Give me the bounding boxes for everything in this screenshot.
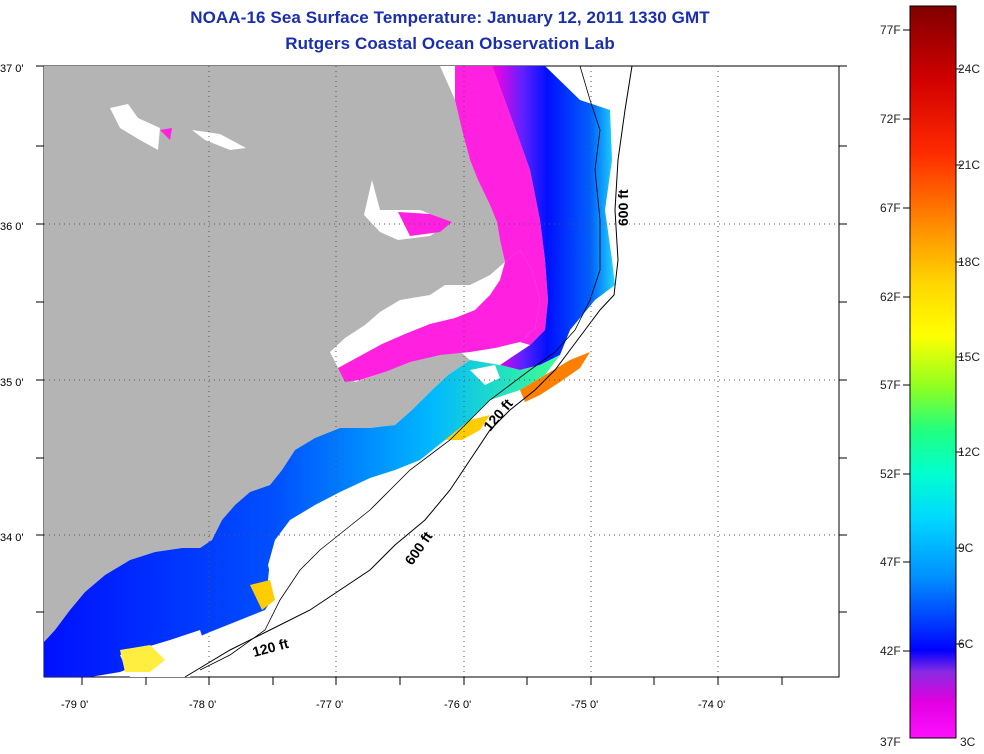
colorbar-label-21c: 21C [958, 158, 980, 172]
colorbar-label-12c: 12C [958, 445, 980, 459]
colorbar-label-37f: 37F [880, 735, 901, 749]
colorbar-label-15c: 15C [958, 350, 980, 364]
colorbar-label-77f: 77F [880, 23, 901, 37]
pamlico-sound-cold-water [338, 250, 540, 382]
colorbar-label-24c: 24C [958, 62, 980, 76]
lat-label-37: 37 0' [0, 63, 24, 75]
colorbar-label-9c: 9C [958, 541, 974, 555]
contour-label-600ft-north: 600 ft [615, 189, 631, 226]
colorbar-label-47f: 47F [880, 555, 901, 569]
colorbar-label-52f: 52F [880, 467, 901, 481]
lon-label-77: -77 0' [316, 699, 343, 711]
colorbar-label-3c: 3C [960, 735, 976, 749]
colorbar-label-72f: 72F [880, 112, 901, 126]
lon-label-76: -76 0' [444, 699, 471, 711]
map-panel: 37 0' 36 0' 35 0' 34 0' -79 0' -78 0' -7… [0, 63, 847, 711]
map-subtitle: Rutgers Coastal Ocean Observation Lab [285, 34, 615, 53]
colorbar-label-62f: 62F [880, 290, 901, 304]
map-title: NOAA-16 Sea Surface Temperature: January… [190, 8, 710, 27]
colorbar-label-18c: 18C [958, 255, 980, 269]
lat-label-35: 35 0' [0, 377, 24, 389]
northern-shelf-cold-water [455, 66, 548, 345]
offshore-cool-water-north [492, 66, 615, 370]
colorbar-label-42f: 42F [880, 644, 901, 658]
lon-label-74: -74 0' [698, 699, 725, 711]
southern-shelf-water [44, 355, 560, 677]
temperature-colorbar: 77F 72F 67F 62F 57F 52F 47F 42F 37F 24C … [880, 5, 980, 749]
lon-label-78: -78 0' [189, 699, 216, 711]
lon-label-75: -75 0' [571, 699, 598, 711]
colorbar-label-6c: 6C [958, 637, 974, 651]
gulf-stream-warm-water [520, 352, 590, 402]
lat-label-34: 34 0' [0, 532, 24, 544]
lat-label-36: 36 0' [0, 221, 24, 233]
colorbar-label-57f: 57F [880, 378, 901, 392]
lon-label-79: -79 0' [61, 699, 88, 711]
colorbar-label-67f: 67F [880, 201, 901, 215]
